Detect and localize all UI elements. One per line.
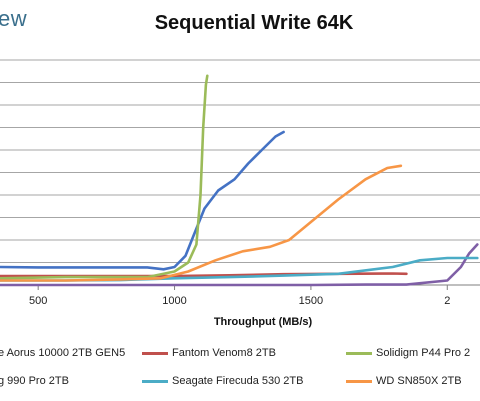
series-line-1 xyxy=(0,130,285,271)
legend-swatch xyxy=(346,379,372,383)
legend-label: g 990 Pro 2TB xyxy=(0,375,69,387)
legend-swatch xyxy=(142,379,168,383)
x-axis-label: Throughput (MB/s) xyxy=(213,316,313,328)
legend-item: Seagate Firecuda 530 2TB xyxy=(142,375,303,387)
x-tick-label: 1500 xyxy=(299,295,323,307)
x-tick-label: 2 xyxy=(444,295,450,307)
legend-item: WD SN850X 2TB xyxy=(346,375,462,387)
legend-swatch xyxy=(142,351,168,355)
chart-title: Sequential Write 64K xyxy=(154,12,354,34)
legend-swatch xyxy=(346,351,372,355)
legend-label: WD SN850X 2TB xyxy=(376,375,462,387)
series-line-6 xyxy=(0,164,403,282)
legend-label: Fantom Venom8 2TB xyxy=(172,347,276,359)
legend-label: e Aorus 10000 2TB GEN5 xyxy=(0,347,126,359)
legend-label: Seagate Firecuda 530 2TB xyxy=(172,375,304,387)
series-line-3 xyxy=(0,74,209,280)
legend-item: e Aorus 10000 2TB GEN5 xyxy=(0,347,125,359)
x-tick-label: 500 xyxy=(29,295,47,307)
legend-label: Solidigm P44 Pro 2 xyxy=(376,347,471,359)
x-tick-label: 1000 xyxy=(162,295,186,307)
legend-item: g 990 Pro 2TB xyxy=(0,375,69,387)
legend-item: Solidigm P44 Pro 2 xyxy=(346,347,470,359)
brand-logo-fragment: ew xyxy=(0,6,28,31)
series-line-4 xyxy=(0,243,479,287)
legend-item: Fantom Venom8 2TB xyxy=(142,347,276,359)
